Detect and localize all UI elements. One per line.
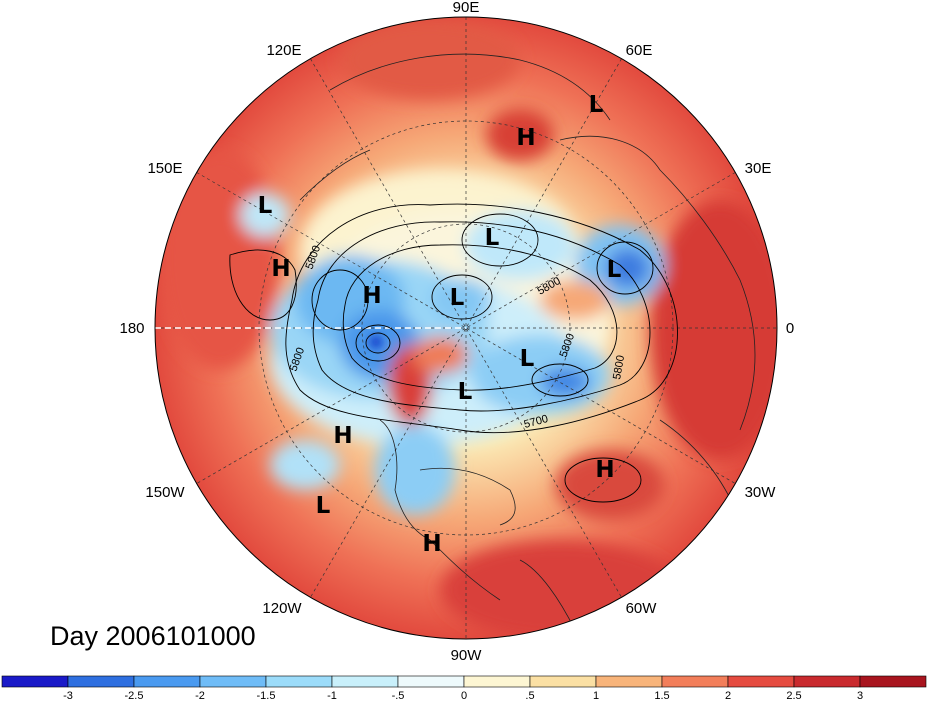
lon-label-0: 0 [786, 320, 794, 337]
lon-label-120e: 120E [266, 42, 301, 59]
colorbar-swatch [463, 675, 531, 688]
colorbar-tick-label: .5 [525, 690, 534, 702]
low-center: L [450, 285, 465, 311]
lon-label-150e: 150E [147, 160, 182, 177]
colorbar-tick-label: -2 [195, 690, 205, 702]
coastlines [299, 53, 756, 631]
day-label: Day 2006101000 [50, 621, 256, 651]
lon-label-150w: 150W [145, 484, 185, 501]
lon-label-90w: 90W [451, 647, 483, 664]
colorbar-tick-label: 2.5 [786, 690, 801, 702]
lon-label-90e: 90E [453, 0, 480, 16]
low-center: L [458, 379, 473, 405]
low-center: L [316, 493, 331, 519]
colorbar-swatch [529, 675, 597, 688]
pressure-centers: L H L H L L L H L L L H H L H H [258, 92, 622, 557]
contour-label: 5800 [611, 354, 627, 380]
colorbar-swatch [331, 675, 399, 688]
colorbar-swatch [859, 675, 927, 688]
colorbar-tick-label: -.5 [392, 690, 405, 702]
colorbar-tick-label: -2.5 [125, 690, 144, 702]
colorbar-tick-label: 0 [461, 690, 467, 702]
low-center: L [485, 225, 500, 251]
anomaly-field [155, 17, 777, 639]
colorbar-tick-label: -1.5 [257, 690, 276, 702]
colorbar-tick-label: 2 [725, 690, 731, 702]
height-contours [229, 203, 678, 503]
low-center: L [607, 257, 622, 283]
colorbar-swatch [595, 675, 663, 688]
high-center: H [516, 125, 535, 151]
colorbar-tick-label: 3 [857, 690, 863, 702]
colorbar-swatch [67, 675, 135, 688]
high-center: H [271, 256, 290, 282]
high-center: H [595, 457, 614, 483]
colorbar-tick-label: -1 [327, 690, 337, 702]
low-center: L [258, 193, 273, 219]
high-center: H [333, 423, 352, 449]
high-center: H [422, 531, 441, 557]
lon-label-30e: 30E [745, 160, 772, 177]
low-center: L [589, 92, 604, 118]
colorbar-swatch [793, 675, 861, 688]
map-border [154, 16, 778, 640]
colorbar-swatch [397, 675, 465, 688]
lon-label-60e: 60E [626, 42, 653, 59]
lon-label-30w: 30W [745, 484, 777, 501]
colorbar-swatch [1, 675, 69, 688]
longitude-labels: 90E 120E 60E 150E 30E 180 0 150W 30W 120… [119, 0, 794, 664]
colorbar-tick-label: -3 [63, 690, 73, 702]
high-center: H [362, 283, 381, 309]
colorbar: -3 -2.5 -2 -1.5 -1 -.5 0 .5 1 1.5 2 2.5 3 [1, 675, 927, 702]
colorbar-swatch [133, 675, 201, 688]
lon-label-180: 180 [119, 320, 144, 337]
lon-label-120w: 120W [262, 600, 302, 617]
colorbar-tick-label: 1 [593, 690, 599, 702]
colorbar-swatch [199, 675, 267, 688]
colorbar-swatch [265, 675, 333, 688]
colorbar-swatch [727, 675, 795, 688]
low-center: L [520, 346, 535, 372]
lon-label-60w: 60W [626, 600, 658, 617]
colorbar-tick-label: 1.5 [654, 690, 669, 702]
colorbar-swatch [661, 675, 729, 688]
